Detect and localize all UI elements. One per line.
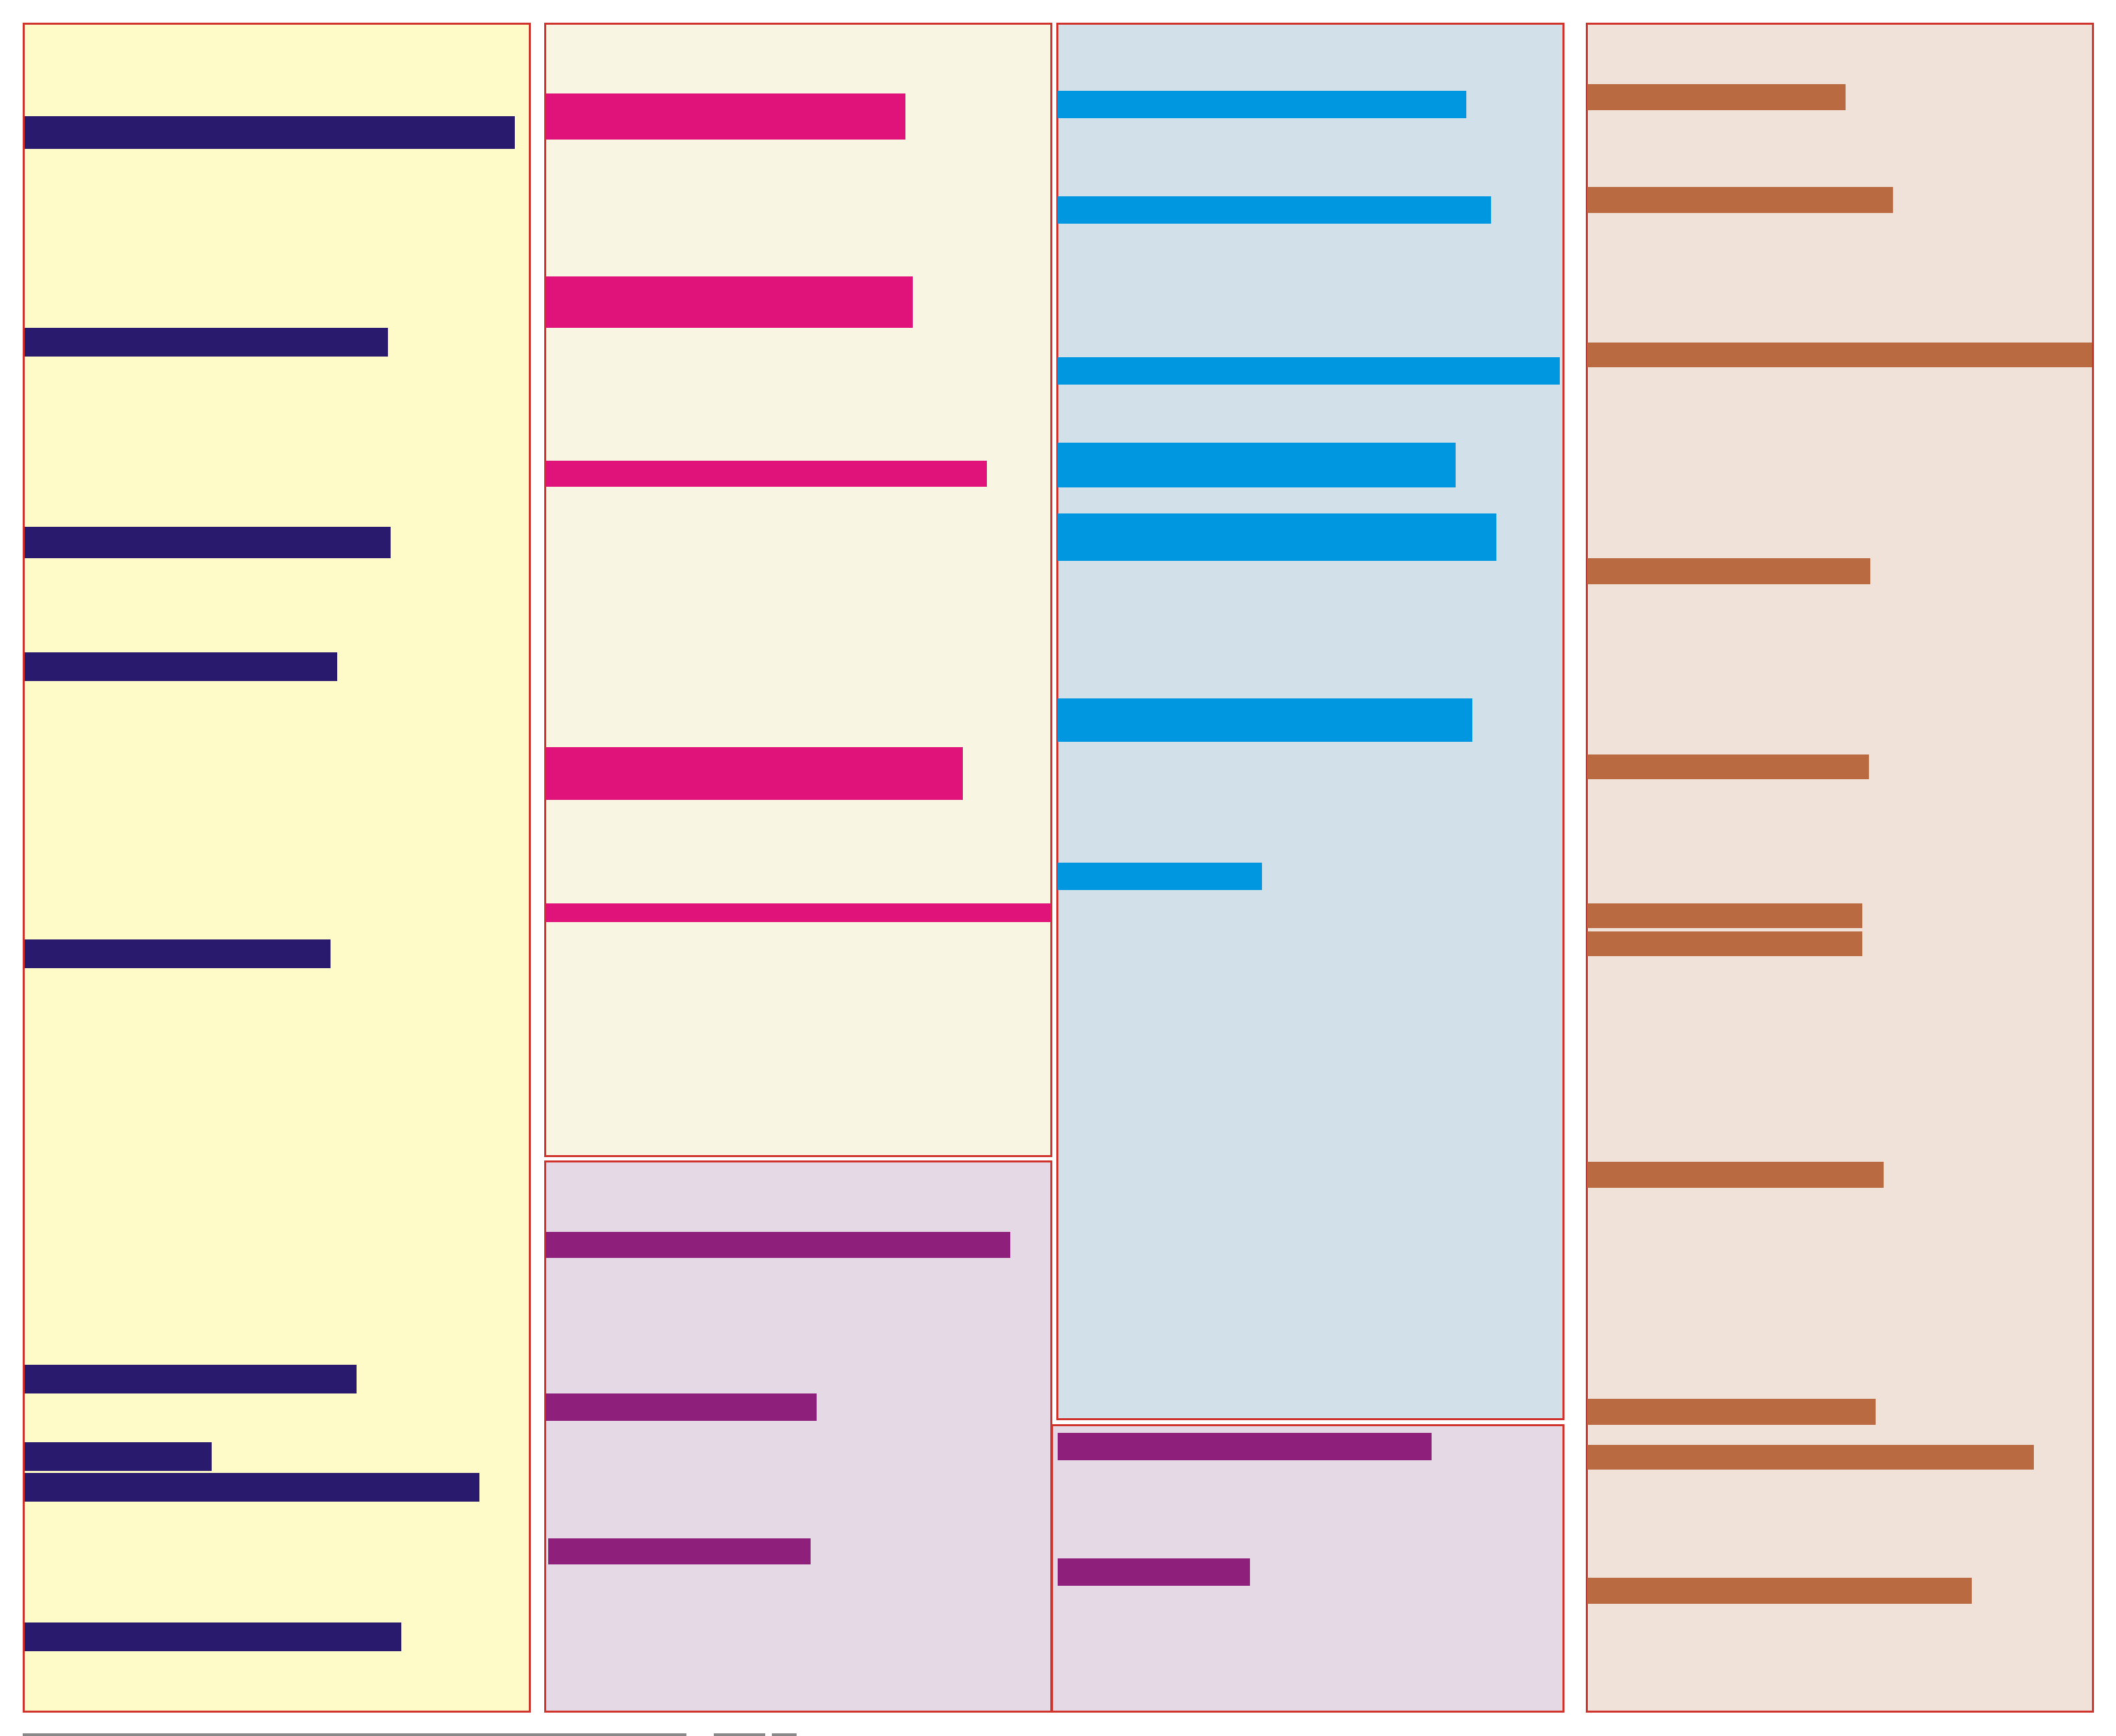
panel-2-top-bar-4 <box>546 747 963 800</box>
panel-1-bar-3 <box>25 527 391 558</box>
panel-4-bar-7 <box>1587 931 1862 956</box>
panel-2-top-bar-5 <box>546 903 1050 922</box>
panel-2-bottom-bar-2 <box>546 1393 817 1421</box>
panel-3-top-bar-1 <box>1058 91 1466 118</box>
panel-2-top-bar-3 <box>546 461 987 487</box>
panel-3-bottom-bar-2 <box>1058 1558 1250 1586</box>
panel-1-bar-4 <box>25 652 337 681</box>
panel-1-bar-5 <box>25 939 331 968</box>
panel-1-bar-7 <box>25 1442 212 1471</box>
panel-2-top-bar-2 <box>546 276 913 328</box>
panel-4-bar-4 <box>1587 558 1870 584</box>
panel-4-bar-10 <box>1587 1445 2034 1470</box>
footer-line-1 <box>23 1733 686 1736</box>
panel-3-top-bar-4 <box>1058 443 1456 487</box>
panel-4-bar-1 <box>1587 84 1846 110</box>
panel-3-top-bar-5 <box>1058 513 1496 561</box>
panel-1 <box>23 23 531 1713</box>
panel-3-top-bar-6 <box>1058 698 1472 742</box>
panel-3-top-bar-3 <box>1058 357 1560 385</box>
panel-4-bar-9 <box>1587 1399 1876 1425</box>
panel-1-bar-8 <box>25 1473 479 1502</box>
panel-4-bar-2 <box>1587 187 1893 213</box>
panel-3-top-bar-2 <box>1058 196 1491 224</box>
panel-4-bar-11 <box>1587 1578 1972 1604</box>
panel-3-top-bar-7 <box>1058 863 1262 890</box>
panel-1-bar-2 <box>25 328 388 357</box>
footer-line-2 <box>714 1733 765 1736</box>
panel-2-bottom-bar-1 <box>546 1232 1010 1258</box>
panel-1-bar-1 <box>25 116 515 149</box>
panel-4-bar-3 <box>1587 343 2092 367</box>
panel-4-bar-5 <box>1587 754 1869 779</box>
panel-4 <box>1586 23 2094 1713</box>
panel-4-bar-8 <box>1587 1162 1884 1188</box>
panel-1-bar-9 <box>25 1622 401 1651</box>
footer-line-3 <box>772 1733 797 1736</box>
panel-3-bottom-bar-1 <box>1058 1433 1432 1460</box>
panel-2-top-bar-1 <box>546 93 905 140</box>
panel-2-bottom-bar-3 <box>548 1538 811 1564</box>
panel-1-bar-6 <box>25 1365 357 1393</box>
panel-4-bar-6 <box>1587 903 1862 928</box>
panel-2-top <box>544 23 1052 1157</box>
